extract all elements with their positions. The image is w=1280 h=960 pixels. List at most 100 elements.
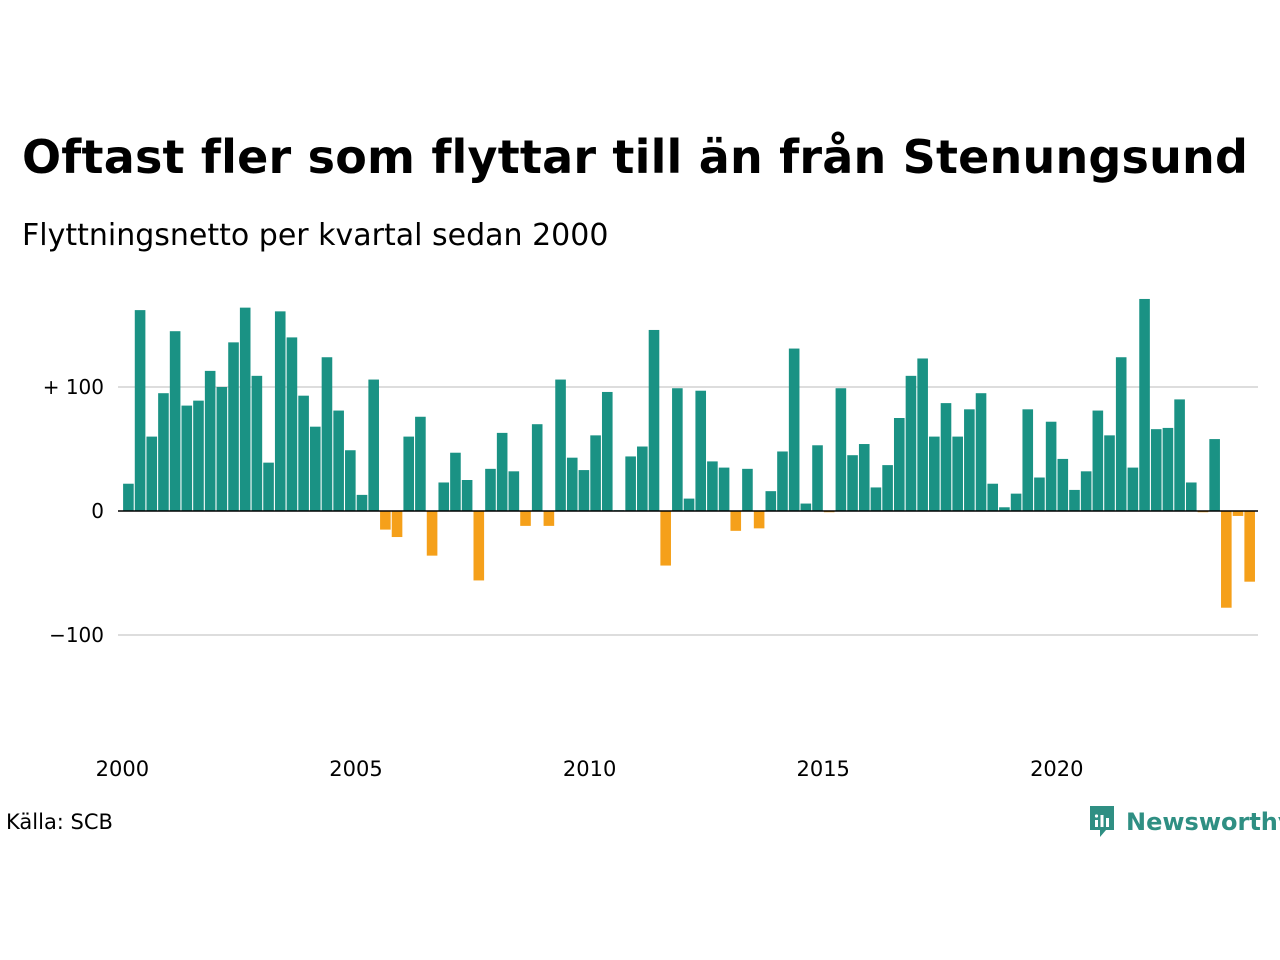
newsworthy-logo: Newsworthy [1088, 804, 1280, 840]
chart-subtitle: Flyttningsnetto per kvartal sedan 2000 [22, 218, 609, 253]
bar-2000-K3 [146, 436, 158, 511]
bar-2019-K1 [1010, 493, 1022, 511]
bar-2018-K3 [987, 483, 999, 511]
bar-2013-K4 [765, 491, 777, 511]
y-tick-label: 0 [91, 499, 104, 523]
bar-2004-K3 [333, 410, 344, 511]
bar-2008-K2 [508, 471, 520, 511]
bar-2005-K4 [391, 511, 403, 538]
bar-2019-K2 [1022, 409, 1034, 511]
bar-2000-K2 [134, 310, 146, 511]
bar-2017-K1 [917, 358, 928, 511]
bar-2019-K4 [1045, 421, 1057, 511]
bar-2015-K3 [847, 455, 858, 511]
bar-2009-K2 [555, 379, 566, 511]
bar-2011-K1 [637, 446, 648, 511]
bar-2012-K2 [695, 390, 707, 511]
bar-2008-K4 [531, 424, 543, 511]
bar-2021-K4 [1139, 298, 1150, 511]
logo-text: Newsworthy [1126, 808, 1280, 836]
bar-2009-K4 [578, 470, 590, 511]
bar-2003-K2 [274, 311, 286, 511]
x-tick-label: 2015 [796, 757, 849, 781]
bar-2010-K1 [590, 435, 601, 511]
bar-2017-K2 [929, 436, 940, 511]
bar-2024-K1 [1244, 511, 1255, 582]
bar-2018-K1 [964, 409, 975, 511]
bar-2002-K2 [228, 342, 239, 511]
source-note: Källa: SCB [6, 810, 113, 834]
bar-2022-K3 [1174, 399, 1185, 511]
bar-2004-K2 [321, 357, 333, 511]
bar-2012-K3 [707, 461, 718, 511]
bar-2001-K3 [193, 400, 204, 511]
bar-2010-K4 [625, 456, 636, 511]
bar-2005-K1 [356, 494, 368, 511]
bar-2007-K1 [450, 452, 461, 511]
chart-title: Oftast fler som flyttar till än från Ste… [22, 130, 1249, 184]
bar-2013-K3 [753, 511, 765, 529]
bar-2011-K2 [648, 329, 660, 511]
bar-2014-K4 [812, 445, 823, 511]
bar-2000-K4 [158, 393, 169, 511]
bar-2003-K3 [286, 337, 298, 511]
bar-2009-K3 [566, 457, 578, 511]
bar-2007-K4 [485, 468, 496, 511]
x-tick-label: 2010 [563, 757, 616, 781]
bar-2020-K1 [1057, 458, 1069, 511]
bar-2007-K3 [473, 511, 485, 581]
bar-2016-K3 [893, 418, 905, 511]
bar-2005-K2 [368, 379, 379, 511]
bar-2006-K4 [438, 482, 450, 511]
bar-2002-K1 [216, 387, 228, 511]
bar-2006-K3 [426, 511, 438, 556]
bar-2006-K1 [403, 436, 415, 511]
bar-2003-K4 [298, 395, 309, 511]
bar-2019-K3 [1034, 477, 1045, 511]
bar-2006-K2 [415, 416, 426, 511]
bar-2020-K4 [1092, 410, 1104, 511]
bar-2008-K3 [520, 511, 531, 526]
bar-2021-K2 [1115, 357, 1127, 511]
bar-2022-K1 [1150, 429, 1162, 511]
bar-2015-K4 [858, 444, 870, 511]
x-tick-label: 2020 [1030, 757, 1083, 781]
bar-2004-K4 [345, 450, 356, 511]
y-tick-label: −100 [49, 623, 104, 647]
x-tick-label: 2005 [329, 757, 382, 781]
bar-2012-K1 [683, 498, 695, 511]
newsworthy-chart-bubble-icon [1090, 806, 1114, 837]
bar-2020-K3 [1080, 471, 1092, 511]
bar-2004-K1 [309, 426, 321, 511]
bar-2017-K3 [940, 403, 952, 511]
bar-2013-K1 [730, 511, 742, 531]
y-tick-label: + 100 [43, 375, 104, 399]
bar-2013-K2 [742, 468, 753, 511]
bar-2018-K4 [999, 507, 1010, 511]
bar-2005-K3 [380, 511, 391, 530]
bar-2001-K4 [204, 370, 216, 511]
bar-2001-K1 [169, 331, 181, 511]
bar-2022-K4 [1185, 482, 1197, 511]
bar-2018-K2 [975, 393, 987, 511]
bar-2017-K4 [952, 436, 963, 511]
bar-2020-K2 [1069, 489, 1080, 511]
bar-2016-K2 [882, 465, 893, 511]
bar-2002-K3 [239, 307, 251, 511]
bar-2009-K1 [543, 511, 555, 526]
bar-2011-K4 [672, 388, 683, 511]
bar-2011-K3 [660, 511, 671, 566]
bar-2002-K4 [251, 375, 263, 511]
bar-2008-K1 [496, 432, 508, 511]
bar-2001-K2 [181, 405, 193, 511]
bar-2015-K2 [835, 388, 847, 511]
bar-2014-K2 [788, 348, 800, 511]
bar-2012-K4 [718, 467, 730, 511]
bar-2014-K3 [800, 503, 812, 511]
bar-2021-K1 [1104, 435, 1115, 511]
bar-2003-K1 [263, 462, 274, 511]
bar-2021-K3 [1127, 467, 1139, 511]
bar-2023-K4 [1232, 511, 1244, 516]
bar-2023-K3 [1221, 511, 1232, 608]
